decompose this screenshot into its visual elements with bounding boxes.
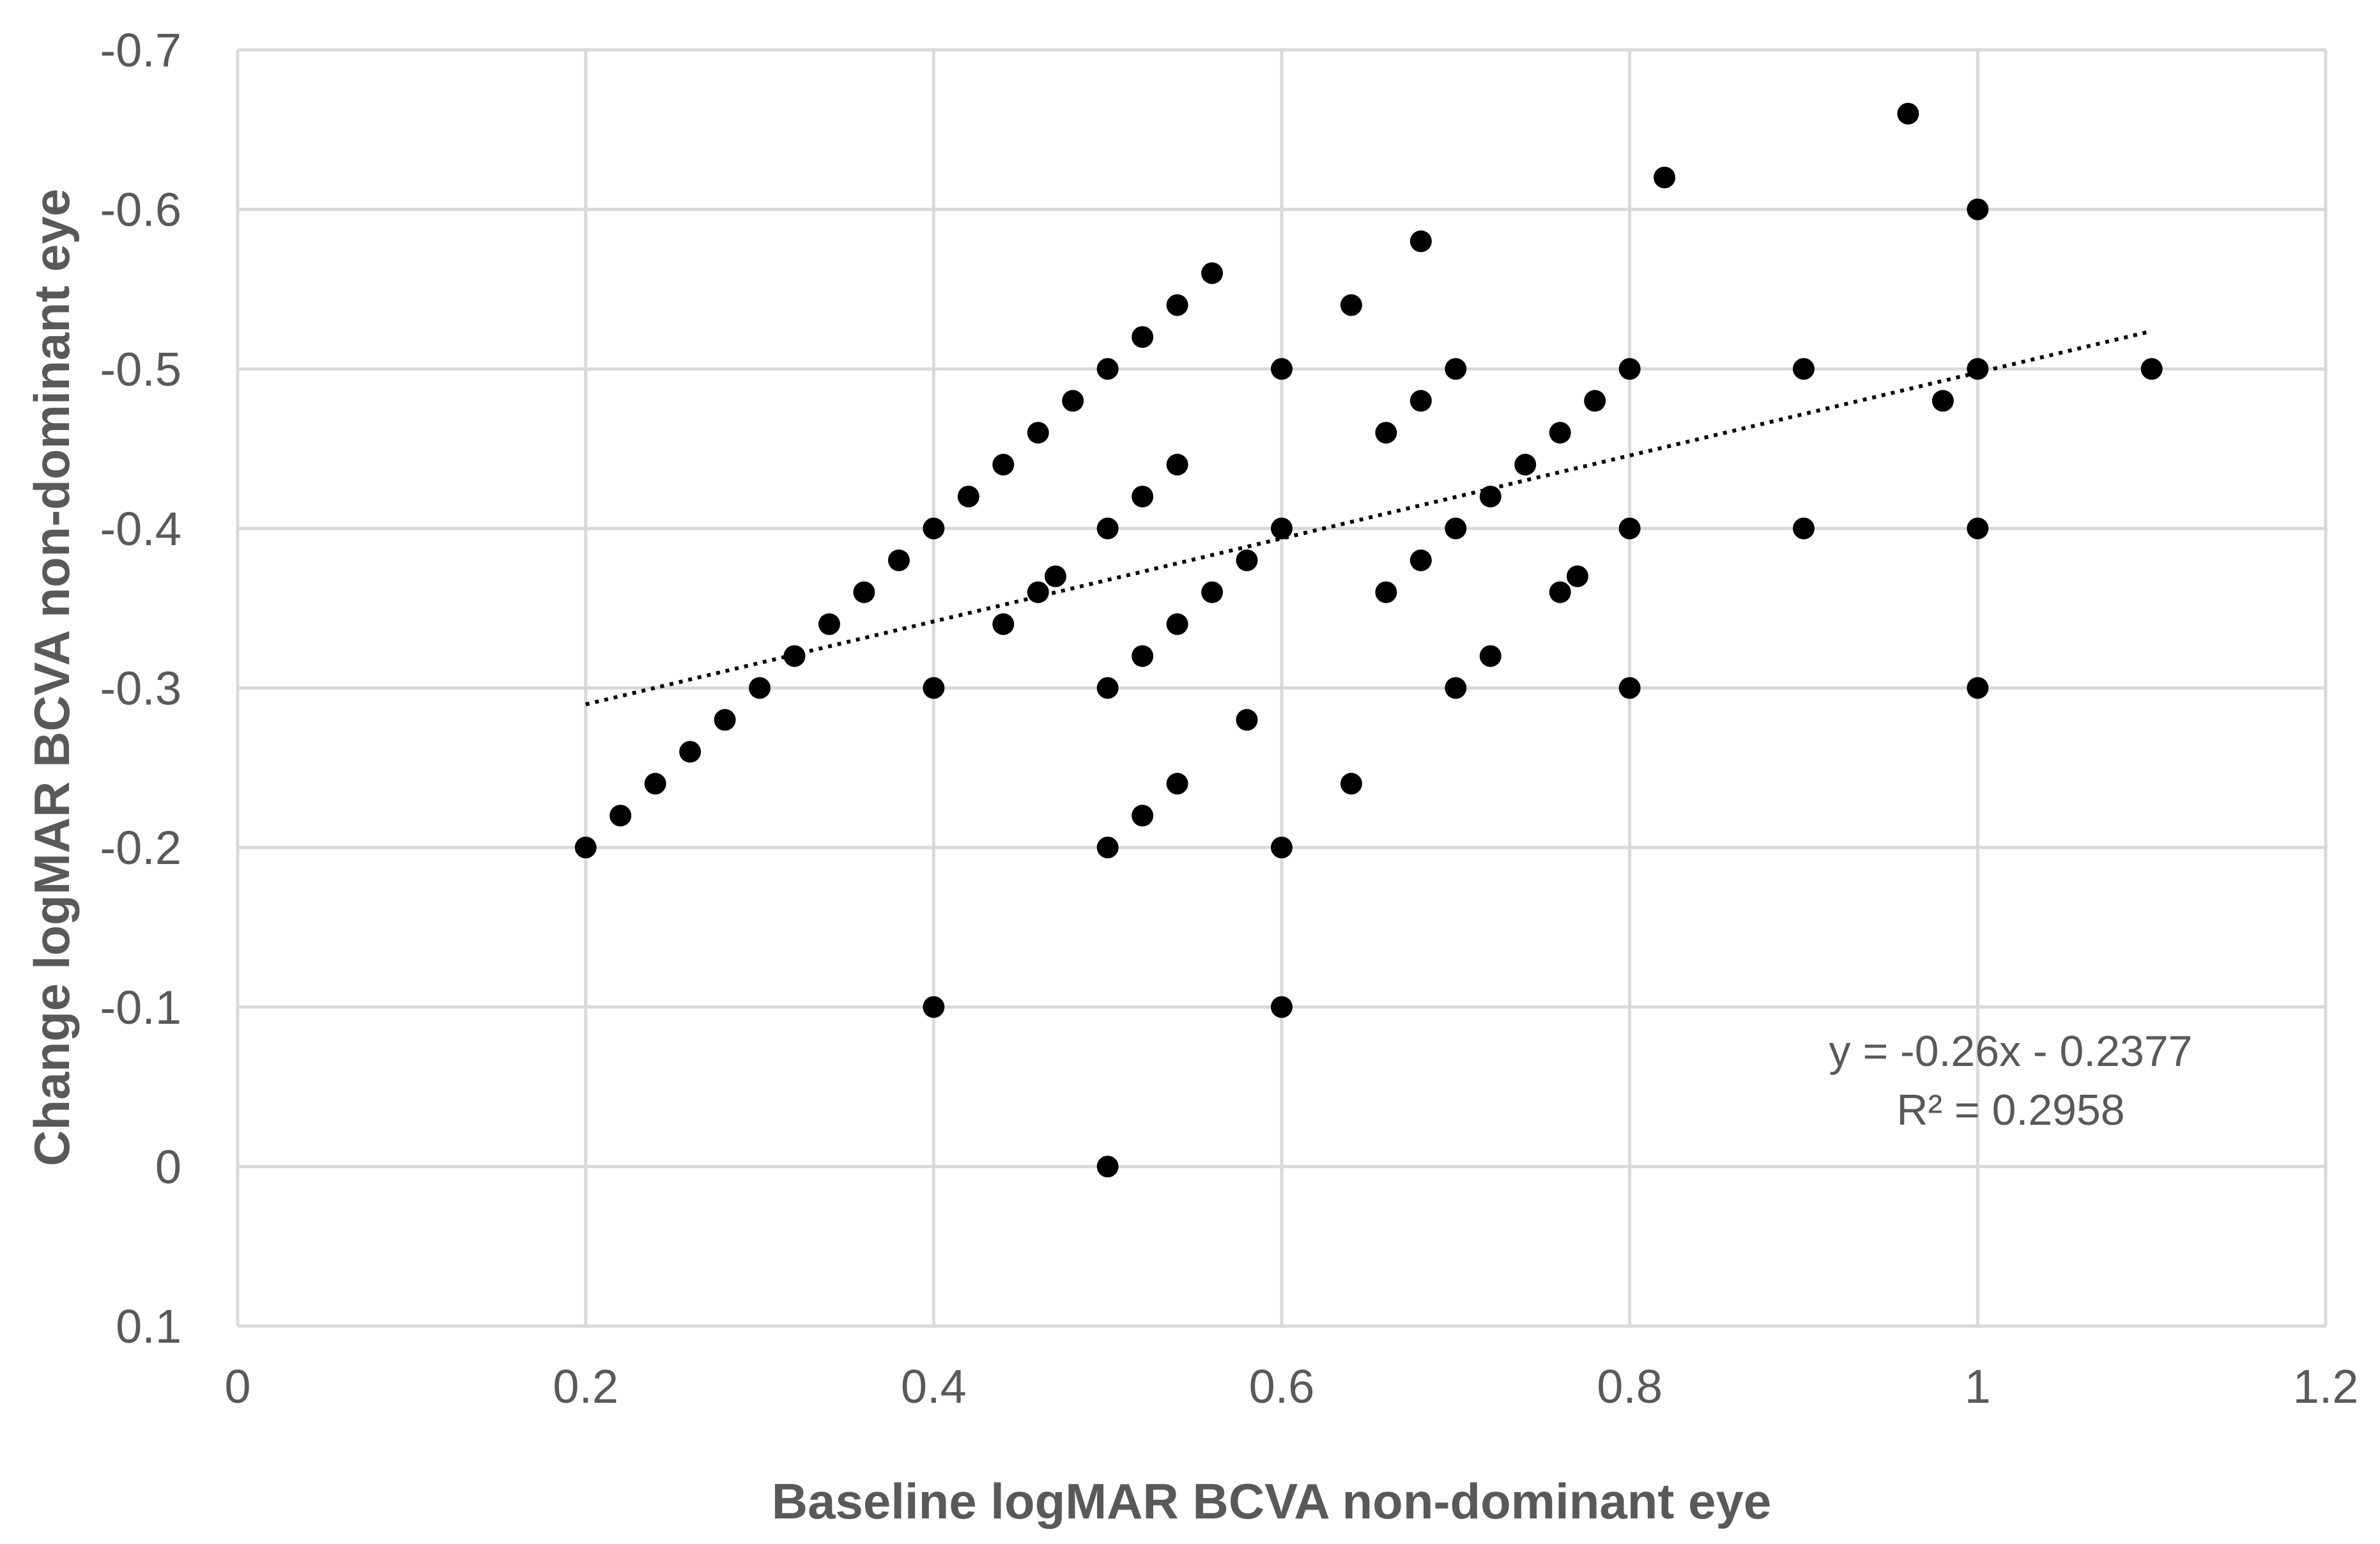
data-point bbox=[1044, 565, 1066, 587]
gridlines bbox=[236, 48, 2328, 1328]
data-point bbox=[1236, 709, 1258, 731]
data-point bbox=[1654, 166, 1676, 189]
data-point bbox=[1166, 294, 1188, 316]
data-point bbox=[1549, 581, 1571, 603]
data-point bbox=[1931, 390, 1954, 412]
data-point bbox=[1096, 358, 1119, 380]
x-tick-label: 0.2 bbox=[553, 1360, 618, 1413]
data-point bbox=[749, 677, 771, 699]
data-point bbox=[923, 517, 945, 539]
trendline bbox=[585, 329, 2153, 707]
data-point bbox=[1584, 390, 1606, 412]
data-point bbox=[1271, 358, 1293, 380]
y-tick-label: -0.3 bbox=[100, 662, 181, 715]
data-point bbox=[574, 837, 597, 859]
data-point bbox=[1132, 485, 1154, 507]
data-point bbox=[1096, 677, 1119, 699]
data-point bbox=[992, 613, 1015, 635]
data-point bbox=[1566, 565, 1588, 587]
data-point bbox=[1549, 422, 1571, 444]
x-tick-label: 0.6 bbox=[1249, 1360, 1315, 1413]
data-point bbox=[1340, 294, 1362, 316]
y-axis-title: Change logMAR BCVA non-dominant eye bbox=[24, 189, 80, 1166]
data-point bbox=[714, 709, 736, 731]
data-point bbox=[1271, 837, 1293, 859]
data-point bbox=[2140, 358, 2163, 380]
data-point bbox=[818, 613, 840, 635]
data-point bbox=[1409, 549, 1432, 571]
tick-labels: 0 0.2 0.4 0.6 0.8 1 1.2 -0.7 -0.6 -0.5 -0.4 -0.3 -0.… bbox=[100, 24, 2358, 1413]
x-tick-label: 0 bbox=[224, 1360, 250, 1413]
y-tick-label: -0.5 bbox=[100, 343, 181, 396]
x-tick-label: 0.4 bbox=[901, 1360, 967, 1413]
data-point bbox=[1409, 390, 1432, 412]
x-tick-label: 1.2 bbox=[2293, 1360, 2359, 1413]
data-point bbox=[1897, 102, 1919, 125]
data-point bbox=[1062, 390, 1084, 412]
y-tick-label: -0.1 bbox=[100, 981, 181, 1034]
data-point bbox=[1132, 326, 1154, 348]
data-point bbox=[1201, 262, 1224, 284]
data-point bbox=[1618, 677, 1641, 699]
data-point bbox=[1445, 677, 1467, 699]
data-point bbox=[1375, 581, 1397, 603]
data-point bbox=[644, 773, 666, 795]
trendline-group bbox=[585, 329, 2153, 707]
y-tick-label: -0.7 bbox=[100, 24, 181, 77]
data-point bbox=[783, 645, 806, 667]
x-tick-label: 1 bbox=[1965, 1360, 1991, 1413]
data-point bbox=[1271, 996, 1293, 1018]
data-point bbox=[1514, 454, 1537, 476]
data-point bbox=[1027, 581, 1049, 603]
data-point bbox=[1618, 358, 1641, 380]
data-point bbox=[1201, 581, 1224, 603]
data-point bbox=[1793, 517, 1815, 539]
data-point bbox=[1166, 613, 1188, 635]
data-point bbox=[923, 677, 945, 699]
x-tick-label: 0.8 bbox=[1597, 1360, 1662, 1413]
data-point bbox=[1967, 358, 1989, 380]
y-tick-label: -0.4 bbox=[100, 502, 181, 555]
data-point bbox=[992, 454, 1015, 476]
data-point bbox=[1967, 198, 1989, 220]
data-point bbox=[1793, 358, 1815, 380]
data-point bbox=[1132, 805, 1154, 827]
data-point bbox=[1375, 422, 1397, 444]
data-point bbox=[1166, 454, 1188, 476]
data-point bbox=[1096, 517, 1119, 539]
data-point bbox=[1618, 517, 1641, 539]
data-point bbox=[1409, 230, 1432, 252]
data-point bbox=[1479, 485, 1501, 507]
data-point bbox=[1967, 517, 1989, 539]
data-point bbox=[1445, 517, 1467, 539]
data-point bbox=[1166, 773, 1188, 795]
data-point bbox=[1132, 645, 1154, 667]
data-point bbox=[1271, 517, 1293, 539]
data-point bbox=[1096, 1155, 1119, 1178]
data-point bbox=[957, 485, 979, 507]
trendline-r-squared: R² = 0.2958 bbox=[1896, 1086, 2124, 1134]
y-tick-label: 0 bbox=[155, 1140, 181, 1193]
data-point bbox=[1096, 837, 1119, 859]
data-point bbox=[1340, 773, 1362, 795]
y-tick-label: -0.6 bbox=[100, 183, 181, 236]
y-tick-label: 0.1 bbox=[116, 1300, 181, 1353]
data-point bbox=[1967, 677, 1989, 699]
data-point bbox=[1236, 549, 1258, 571]
data-point bbox=[679, 741, 702, 763]
data-point bbox=[610, 805, 632, 827]
data-point bbox=[887, 549, 910, 571]
data-point bbox=[853, 581, 875, 603]
y-tick-label: -0.2 bbox=[100, 821, 181, 874]
x-axis-title: Baseline logMAR BCVA non-dominant eye bbox=[772, 1473, 1771, 1529]
data-point bbox=[1445, 358, 1467, 380]
data-points bbox=[574, 102, 2163, 1178]
trendline-equation: y = -0.26x - 0.2377 bbox=[1829, 1027, 2193, 1076]
data-point bbox=[1479, 645, 1501, 667]
data-point bbox=[923, 996, 945, 1018]
data-point bbox=[1027, 422, 1049, 444]
